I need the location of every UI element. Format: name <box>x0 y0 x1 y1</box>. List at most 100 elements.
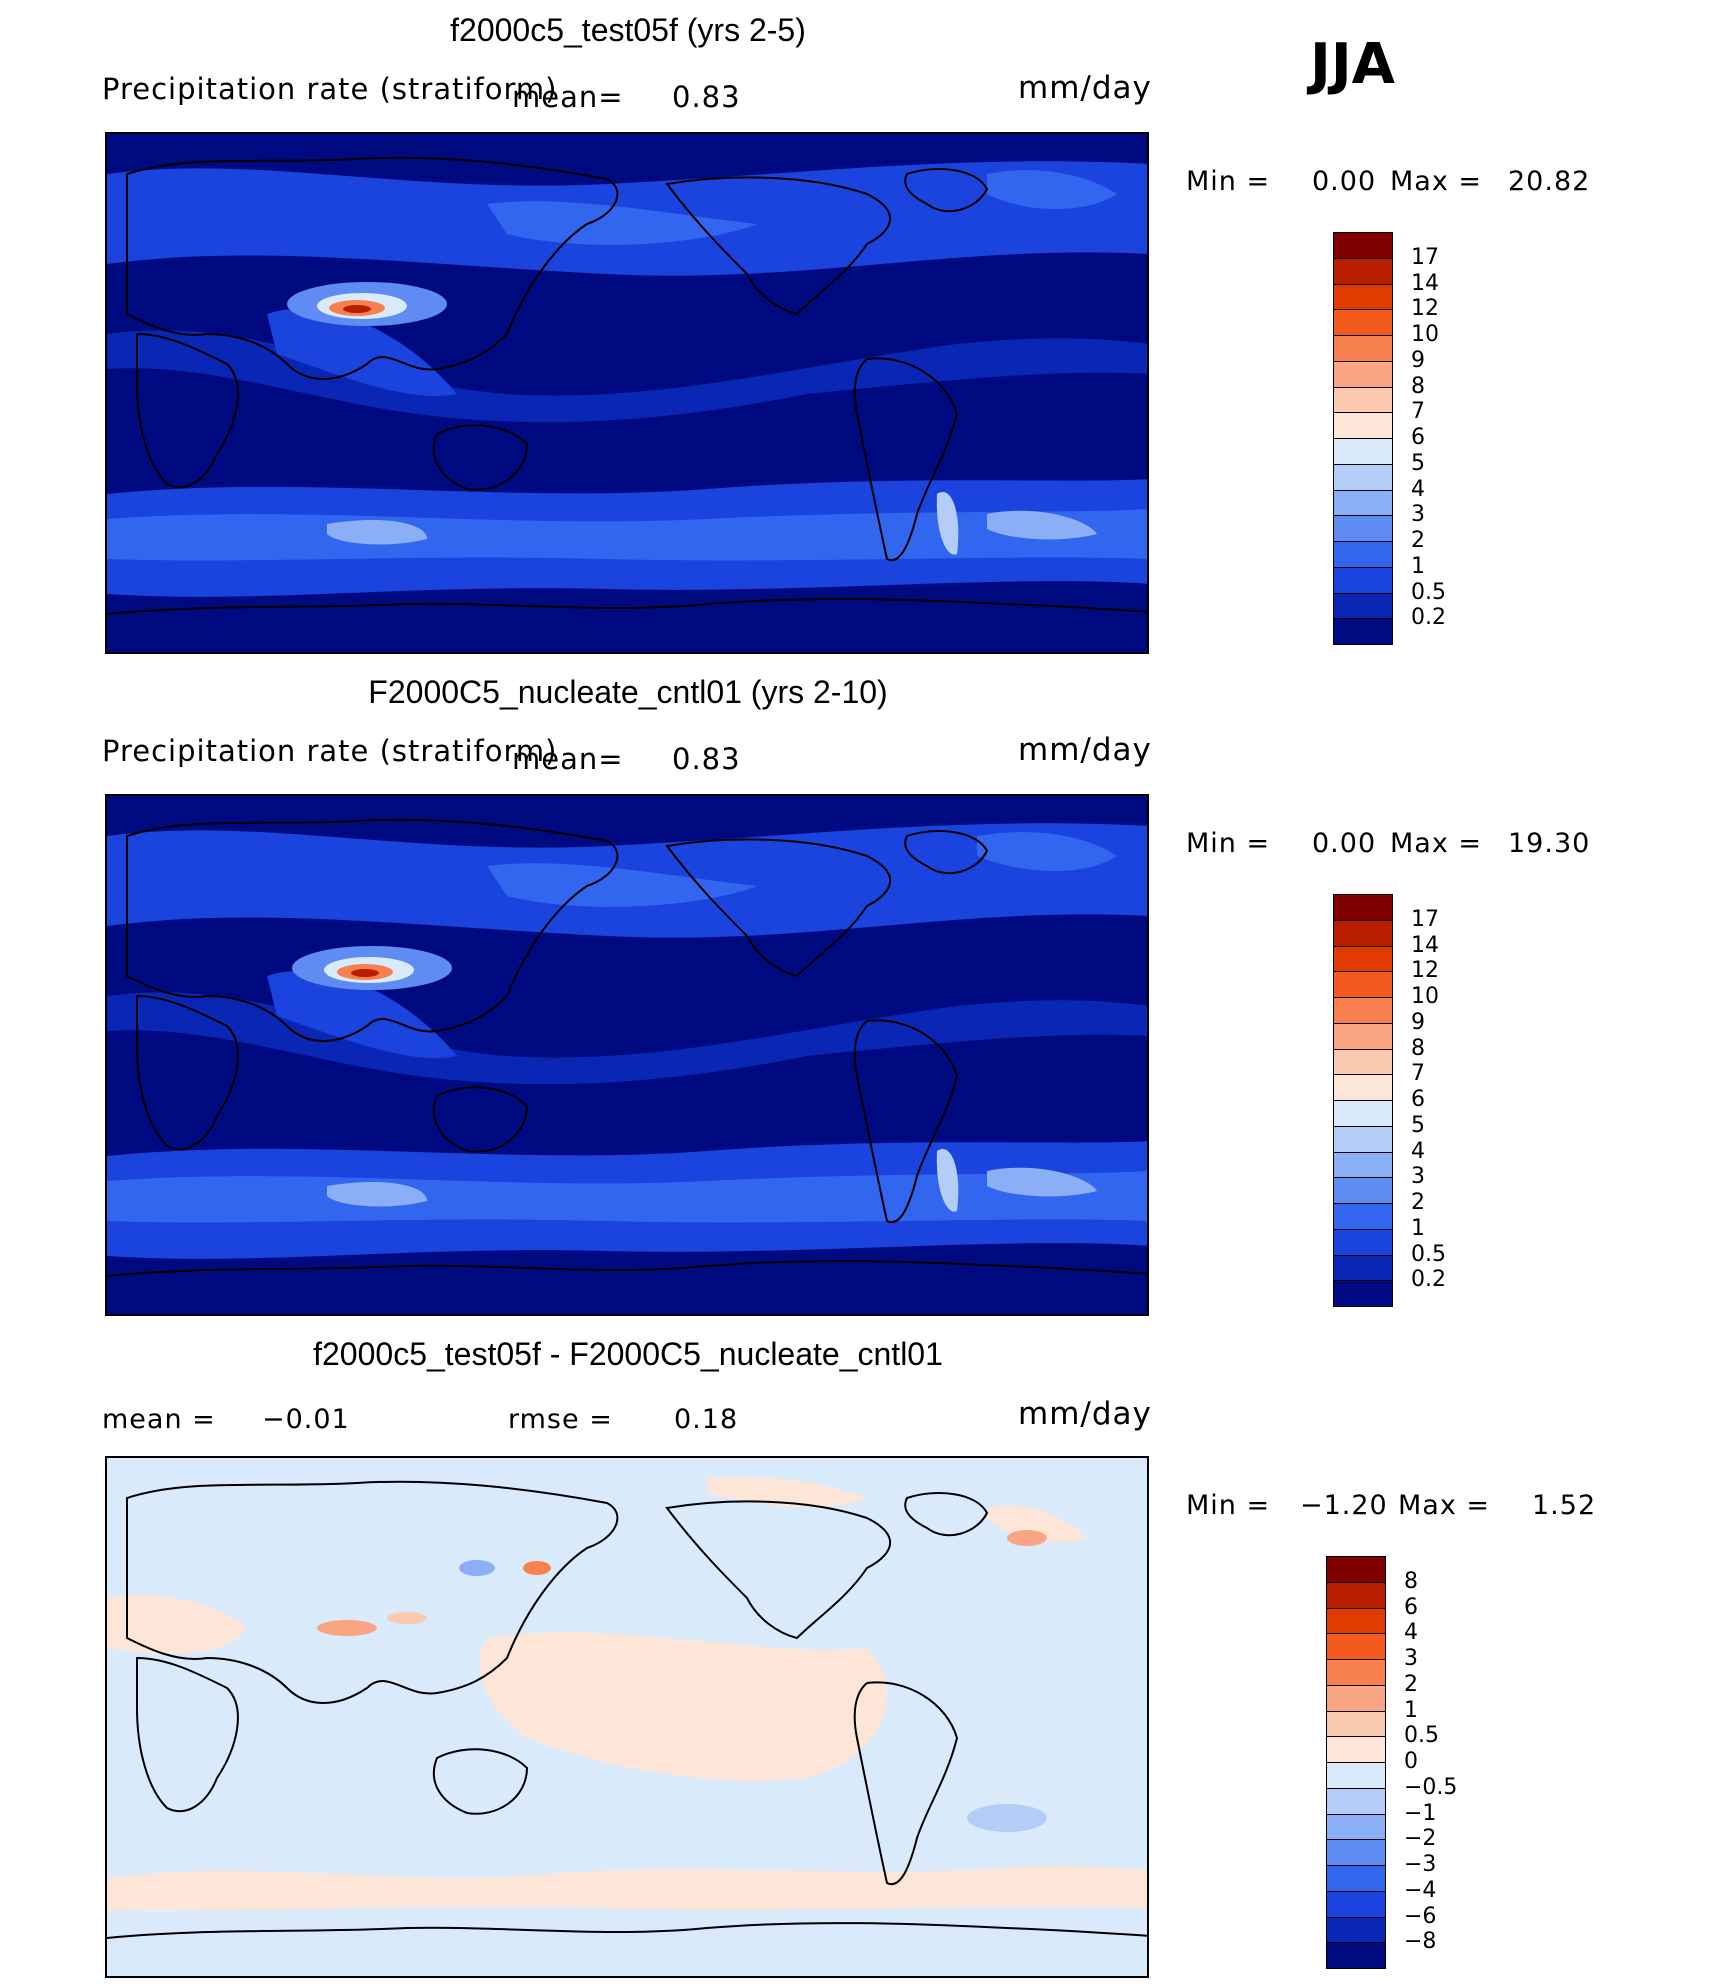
colorbar-tick-label: 17 <box>1411 906 1439 932</box>
colorbar-tick-label: −4 <box>1404 1877 1437 1903</box>
colorbar-swatch <box>1333 566 1393 594</box>
colorbar-tick-label: 3 <box>1404 1646 1418 1671</box>
panel-1-min-label: Min = <box>1186 166 1271 197</box>
colorbar-tick-label: 10 <box>1411 984 1439 1009</box>
colorbar-tick-label: 2 <box>1411 528 1425 553</box>
colorbar-tick-label: 6 <box>1404 1594 1418 1620</box>
colorbar-swatch <box>1333 1151 1393 1179</box>
colorbar-tick-label: −3 <box>1404 1852 1437 1877</box>
colorbar-swatch <box>1333 1100 1393 1127</box>
panel-2-min-label: Min = <box>1186 828 1271 859</box>
colorbar-swatch <box>1326 1556 1386 1583</box>
colorbar-swatch <box>1326 1710 1386 1738</box>
panel-3-max-label: Max = <box>1398 1490 1491 1521</box>
colorbar-tick-label: 0 <box>1404 1749 1418 1774</box>
panel-3-title: f2000c5_test05f - F2000C5_nucleate_cntl0… <box>313 1336 943 1372</box>
colorbar-tick-label: −0.5 <box>1404 1774 1458 1800</box>
colorbar-tick-label: 8 <box>1411 1035 1425 1061</box>
colorbar-swatch <box>1333 1022 1393 1050</box>
colorbar-swatch <box>1333 335 1393 362</box>
colorbar-tick-label: 6 <box>1411 1087 1425 1112</box>
colorbar-tick-label: 1 <box>1411 1215 1425 1241</box>
panel-2-max-value: 19.30 <box>1508 828 1591 859</box>
panel-1-variable: Precipitation rate (stratiform) <box>102 72 558 106</box>
colorbar-tick-label: 5 <box>1411 450 1425 476</box>
panel-2-mean-label: mean= <box>512 742 624 776</box>
colorbar-swatch <box>1326 1839 1386 1866</box>
colorbar-swatch <box>1333 386 1393 414</box>
colorbar-tick-label: 9 <box>1411 1009 1425 1035</box>
panel-1-units: mm/day <box>1018 70 1152 106</box>
colorbar-swatch <box>1333 515 1393 542</box>
panel-3-rmse-label: rmse = <box>508 1404 613 1435</box>
colorbar-tick-label: 7 <box>1411 399 1425 425</box>
colorbar-tick-label: 4 <box>1411 476 1425 502</box>
colorbar-swatch <box>1333 945 1393 973</box>
colorbar-tick-label: 1 <box>1411 553 1425 579</box>
colorbar-tick-label: 4 <box>1404 1620 1418 1646</box>
colorbar-swatch <box>1326 1787 1386 1815</box>
colorbar-tick-label: 14 <box>1411 932 1439 958</box>
panel-3-min-label: Min = <box>1186 1490 1271 1521</box>
colorbar-tick-label: 10 <box>1411 322 1439 347</box>
colorbar-tick-label: 14 <box>1411 270 1439 296</box>
colorbar-swatch <box>1333 1254 1393 1282</box>
colorbar-tick-label: 0.5 <box>1411 1241 1446 1267</box>
colorbar-swatch <box>1333 489 1393 517</box>
colorbar-tick-label: 9 <box>1411 347 1425 373</box>
panel-3-rmse-value: 0.18 <box>674 1404 739 1435</box>
panel-2-map <box>105 794 1149 1316</box>
panel-3-mean-label: mean = <box>102 1404 216 1435</box>
colorbar-swatch <box>1333 1228 1393 1256</box>
panel-1-mean-label: mean= <box>512 80 624 114</box>
colorbar-tick-label: −8 <box>1404 1929 1437 1955</box>
colorbar-swatch <box>1333 1048 1393 1076</box>
panel-1-max-value: 20.82 <box>1508 166 1591 197</box>
colorbar-swatch <box>1333 1177 1393 1204</box>
colorbar-swatch <box>1326 1813 1386 1841</box>
colorbar-swatch <box>1333 232 1393 259</box>
panel-2-units: mm/day <box>1018 732 1152 768</box>
colorbar-tick-label: 0.2 <box>1411 1267 1446 1293</box>
colorbar-swatch <box>1333 463 1393 491</box>
colorbar-swatch <box>1333 894 1393 921</box>
colorbar-swatch <box>1326 1736 1386 1763</box>
colorbar-swatch <box>1333 360 1393 388</box>
colorbar-tick-label: 0.5 <box>1411 579 1446 605</box>
colorbar-tick-label: 3 <box>1411 502 1425 528</box>
colorbar-tick-label: 3 <box>1411 1164 1425 1190</box>
colorbar-tick-label: 4 <box>1411 1138 1425 1164</box>
colorbar-tick-label: −2 <box>1404 1826 1437 1852</box>
colorbar-swatch <box>1326 1916 1386 1944</box>
colorbar-tick-label: −1 <box>1404 1800 1437 1826</box>
colorbar-tick-label: 0.2 <box>1411 605 1446 631</box>
panel-2-min-value: 0.00 <box>1312 828 1377 859</box>
colorbar-swatch <box>1333 412 1393 439</box>
panel-2-title: F2000C5_nucleate_cntl01 (yrs 2-10) <box>368 674 888 710</box>
colorbar-swatch <box>1333 1125 1393 1153</box>
colorbar-tick-label: 8 <box>1404 1568 1418 1594</box>
panel-2-mean-value: 0.83 <box>672 742 741 776</box>
colorbar-swatch <box>1326 1865 1386 1892</box>
colorbar-swatch <box>1326 1633 1386 1660</box>
colorbar-swatch <box>1333 971 1393 998</box>
colorbar-tick-label: −6 <box>1404 1903 1437 1929</box>
colorbar-tick-label: 1 <box>1404 1697 1418 1723</box>
colorbar-swatch <box>1326 1581 1386 1609</box>
colorbar-tick-label: 2 <box>1411 1190 1425 1215</box>
panel-3-max-value: 1.52 <box>1532 1490 1597 1521</box>
colorbar-swatch <box>1333 257 1393 285</box>
panel-1-map <box>105 132 1149 654</box>
colorbar-swatch <box>1326 1890 1386 1918</box>
panel-3-map <box>105 1456 1149 1978</box>
colorbar-swatch <box>1333 309 1393 336</box>
colorbar-swatch <box>1326 1659 1386 1686</box>
panel-1-max-label: Max = <box>1390 166 1483 197</box>
panel-1-colorbar: 17 14 12 10 9 8 7 6 5 4 3 2 1 0.5 0.2 <box>1333 232 1446 645</box>
panel-1-mean-value: 0.83 <box>672 80 741 114</box>
colorbar-swatch <box>1333 1203 1393 1230</box>
panel-3-colorbar: 8 6 4 3 2 1 0.5 0 −0.5 −1 −2 −3 −4 −6 −8 <box>1326 1556 1457 1969</box>
colorbar-tick-label: 5 <box>1411 1112 1425 1138</box>
colorbar-swatch <box>1333 1074 1393 1101</box>
colorbar-tick-label: 2 <box>1404 1671 1418 1697</box>
